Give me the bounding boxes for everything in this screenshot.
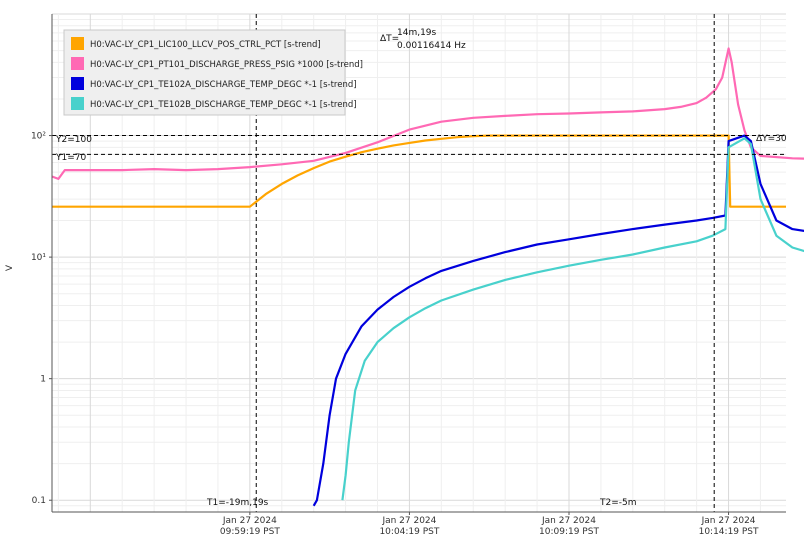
legend-swatch-3 xyxy=(71,97,84,110)
series-layer xyxy=(51,47,804,507)
y-tick-label: 10² xyxy=(31,132,46,142)
legend[interactable]: H0:VAC-LY_CP1_LIC100_LLCV_POS_CTRL_PCT [… xyxy=(63,29,363,116)
cursor-layer xyxy=(52,14,786,512)
legend-label-2: H0:VAC-LY_CP1_TE102A_DISCHARGE_TEMP_DEGC… xyxy=(90,80,357,90)
delta-t-value: 14m,19s xyxy=(397,28,437,38)
legend-label-3: H0:VAC-LY_CP1_TE102B_DISCHARGE_TEMP_DEGC… xyxy=(90,100,357,110)
y-tick-label: 0.1 xyxy=(32,496,46,506)
delta-frequency: 0.00116414 Hz xyxy=(397,41,466,51)
x-tick-time: 10:09:19 PST xyxy=(539,527,599,537)
t2-label: T2=-5m xyxy=(599,498,637,508)
x-tick-time: 10:14:19 PST xyxy=(699,527,759,537)
y-tick-label: 10¹ xyxy=(31,253,46,263)
legend-label-1: H0:VAC-LY_CP1_PT101_DISCHARGE_PRESS_PSIG… xyxy=(90,60,363,70)
legend-swatch-0 xyxy=(71,37,84,50)
x-tick-date: Jan 27 2024 xyxy=(381,516,436,526)
y1-label: Y1=70 xyxy=(55,153,86,163)
legend-label-0: H0:VAC-LY_CP1_LIC100_LLCV_POS_CTRL_PCT [… xyxy=(90,40,321,50)
y2-label: Y2=100 xyxy=(55,135,92,145)
x-tick-time: 09:59:19 PST xyxy=(220,527,280,537)
x-tick-time: 10:04:19 PST xyxy=(379,527,439,537)
series-line-3 xyxy=(341,137,804,501)
legend-swatch-2 xyxy=(71,77,84,90)
x-tick-date: Jan 27 2024 xyxy=(222,516,277,526)
y-axis-label: V xyxy=(5,264,15,271)
series-line-0 xyxy=(52,134,786,208)
grid xyxy=(52,13,786,513)
y-tick-label: 1 xyxy=(40,375,46,385)
t1-label: T1=-19m,19s xyxy=(206,498,269,508)
series-line-2 xyxy=(312,134,804,507)
legend-swatch-1 xyxy=(71,57,84,70)
legend-box xyxy=(63,29,346,116)
delta-t-label: ΔT= xyxy=(380,34,399,44)
x-tick-date: Jan 27 2024 xyxy=(701,516,756,526)
x-tick-date: Jan 27 2024 xyxy=(541,516,596,526)
delta-y-label: ΔY=30 xyxy=(756,134,787,144)
